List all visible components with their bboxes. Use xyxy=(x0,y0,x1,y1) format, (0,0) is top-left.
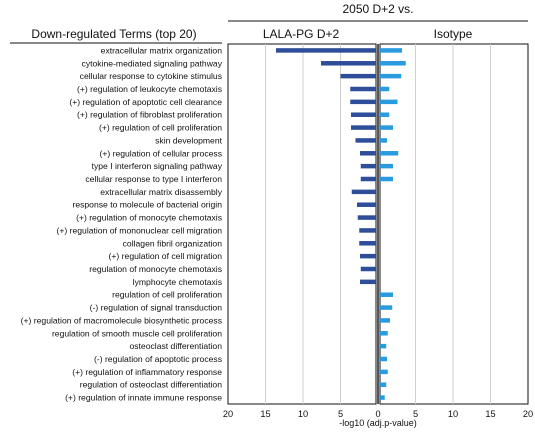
term-label: (+) regulation of apoptotic cell clearan… xyxy=(69,97,222,107)
term-label: (+) regulation of mononuclear cell migra… xyxy=(56,225,222,235)
term-label: osteoclast differentiation xyxy=(129,341,222,351)
term-label: cellular response to cytokine stimulus xyxy=(80,71,222,81)
bar-lala-pg-d2 xyxy=(350,99,376,105)
term-label: type I interferon signaling pathway xyxy=(92,161,223,171)
term-label: (+) regulation of innate immune response xyxy=(65,393,222,403)
x-tick-label: 20 xyxy=(223,409,233,419)
term-label: cellular response to type I interferon xyxy=(85,174,222,184)
term-label: (+) regulation of cell migration xyxy=(109,251,223,261)
term-label: (-) regulation of apoptotic process xyxy=(94,354,222,364)
term-label: (+) regulation of macromolecule biosynth… xyxy=(21,315,222,325)
bar-lala-pg-d2 xyxy=(357,215,376,220)
bar-isotype xyxy=(380,305,393,310)
bar-isotype xyxy=(380,176,393,182)
x-tick-label: 0 xyxy=(375,409,380,419)
bar-isotype xyxy=(380,138,387,143)
bar-isotype xyxy=(380,163,393,169)
bar-lala-pg-d2 xyxy=(359,228,376,233)
term-label: (-) regulation of signal transduction xyxy=(90,303,223,313)
bar-lala-pg-d2 xyxy=(276,48,376,53)
term-label: (+) regulation of fibroblast proliferati… xyxy=(77,110,222,120)
term-label: (+) regulation of leukocyte chemotaxis xyxy=(77,84,222,94)
bar-lala-pg-d2 xyxy=(360,163,376,169)
term-label: regulation of cell proliferation xyxy=(112,290,222,300)
term-label: (+) regulation of cellular process xyxy=(99,148,222,158)
term-label: collagen fibril organization xyxy=(123,238,223,248)
bar-lala-pg-d2 xyxy=(355,138,376,143)
bar-isotype xyxy=(380,61,406,66)
x-tick-label: 15 xyxy=(260,409,270,419)
term-label: (+) regulation of cell proliferation xyxy=(99,123,222,133)
x-tick-label: 20 xyxy=(523,409,533,419)
term-label: response to molecule of bacterial origin xyxy=(72,200,222,210)
bar-isotype xyxy=(380,48,402,53)
bar-isotype xyxy=(380,99,398,105)
x-axis-label: -log10 (adj.p-value) xyxy=(339,418,417,428)
bar-lala-pg-d2 xyxy=(360,279,376,285)
bar-isotype xyxy=(380,395,385,400)
series-header-left: LALA-PG D+2 xyxy=(263,27,340,41)
chart-title: 2050 D+2 vs. xyxy=(342,2,413,16)
term-label: (+) regulation of monocyte chemotaxis xyxy=(76,213,222,223)
bar-isotype xyxy=(380,369,388,375)
bar-lala-pg-d2 xyxy=(340,73,376,79)
bar-isotype xyxy=(380,343,387,349)
bar-lala-pg-d2 xyxy=(359,241,376,246)
bar-lala-pg-d2 xyxy=(360,151,376,156)
x-tick-label: 15 xyxy=(485,409,495,419)
bar-isotype xyxy=(380,331,388,336)
bar-lala-pg-d2 xyxy=(360,266,376,272)
bar-lala-pg-d2 xyxy=(360,176,376,182)
bar-lala-pg-d2 xyxy=(351,125,376,130)
bar-isotype xyxy=(380,112,390,117)
bar-lala-pg-d2 xyxy=(351,189,376,195)
term-label: lymphocyte chemotaxis xyxy=(133,277,222,287)
bar-isotype xyxy=(380,292,393,297)
plot-area: 20 15 10 5 0 5 10 15 20 extracellular matrix orga… xyxy=(21,43,533,419)
term-label: extracellular matrix organization xyxy=(101,45,223,55)
term-label: regulation of monocyte chemotaxis xyxy=(89,264,222,274)
term-label: skin development xyxy=(155,135,222,145)
term-label: regulation of osteoclast differentiation xyxy=(80,380,222,390)
term-label: extracellular matrix disassembly xyxy=(100,187,222,197)
bar-isotype xyxy=(380,356,387,362)
x-tick-label: 5 xyxy=(413,409,418,419)
bar-lala-pg-d2 xyxy=(321,61,376,66)
bar-isotype xyxy=(380,73,402,79)
bar-isotype xyxy=(380,318,390,323)
bar-lala-pg-d2 xyxy=(357,202,376,207)
term-label: (+) regulation of inflammatory response xyxy=(72,367,222,377)
bar-isotype xyxy=(380,86,390,92)
bar-lala-pg-d2 xyxy=(360,253,376,259)
term-label: cytokine-mediated signaling pathway xyxy=(82,58,223,68)
bar-lala-pg-d2 xyxy=(350,86,376,92)
bar-isotype xyxy=(380,382,387,387)
right-panel-frame xyxy=(379,43,529,405)
series-header-right: Isotype xyxy=(434,27,473,41)
x-tick-label: 10 xyxy=(448,409,458,419)
x-tick-label: 10 xyxy=(298,409,308,419)
x-tick-label: 5 xyxy=(338,409,343,419)
terms-header: Down-regulated Terms (top 20) xyxy=(31,27,196,41)
term-label: regulation of smooth muscle cell prolife… xyxy=(52,328,222,338)
bar-isotype xyxy=(380,151,399,156)
left-panel-frame xyxy=(227,43,377,405)
bar-isotype xyxy=(380,125,393,130)
bar-lala-pg-d2 xyxy=(351,112,376,117)
